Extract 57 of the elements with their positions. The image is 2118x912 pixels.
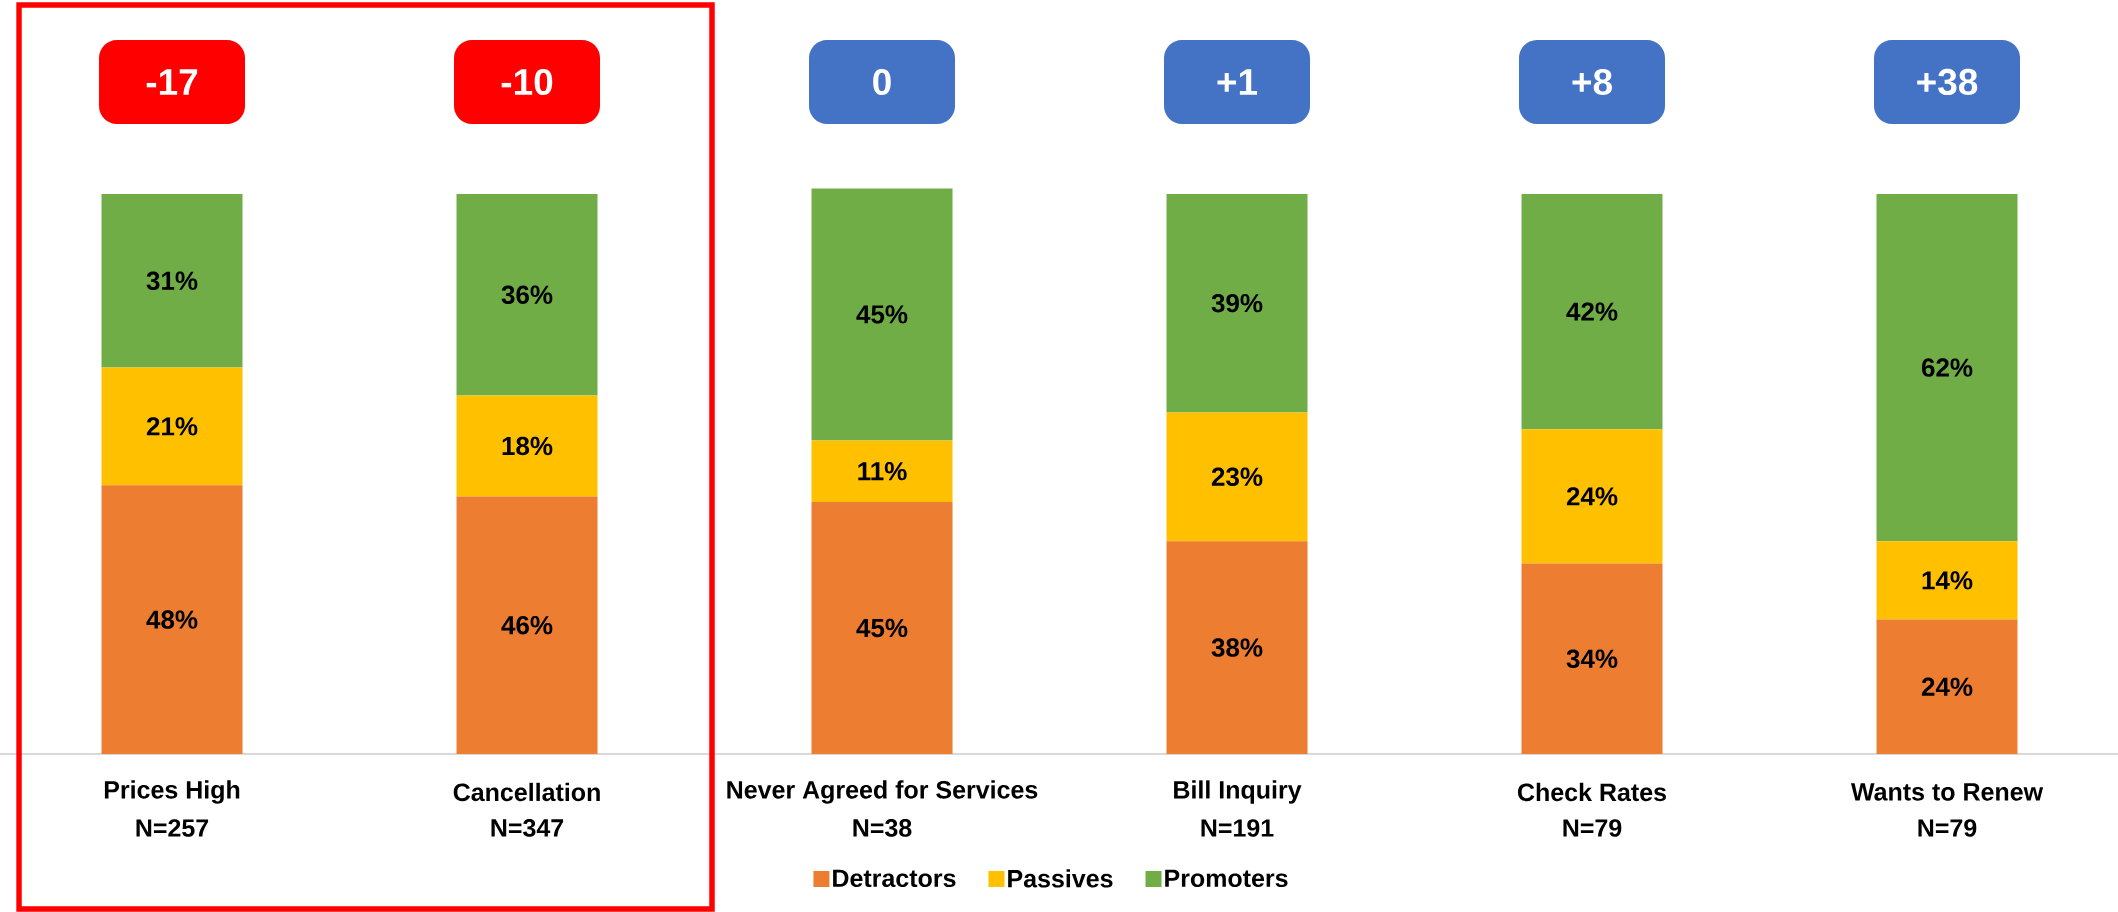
bar — [1521, 429, 1663, 564]
bar — [1521, 193, 1663, 430]
bar — [811, 440, 953, 502]
bar — [811, 501, 953, 754]
text: -17 — [146, 69, 198, 95]
bar — [1166, 541, 1308, 754]
bar — [456, 496, 598, 754]
bar — [1876, 619, 2018, 754]
bar — [1521, 563, 1663, 754]
text: N=191 — [1201, 819, 1274, 837]
data-label: 14% — [1922, 571, 1973, 590]
data-label: 23% — [1211, 467, 1263, 487]
legend-label: Passives — [1008, 869, 1113, 888]
data-label: 18% — [502, 436, 553, 456]
bar — [456, 193, 598, 396]
x-tick-label: Bill Inquiry — [1174, 780, 1302, 804]
data-label: 24% — [1921, 677, 1973, 696]
text: +8 — [1572, 68, 1612, 96]
bar — [101, 367, 243, 486]
text: N=79 — [1563, 819, 1622, 837]
data-label: 36% — [501, 285, 553, 305]
legend-label: Promoters — [1165, 869, 1288, 888]
data-label: 21% — [146, 417, 198, 436]
data-label: 62% — [1921, 358, 1973, 377]
data-label: 42% — [1566, 302, 1618, 321]
text: N=38 — [853, 819, 912, 837]
text: +38 — [1917, 68, 1978, 96]
bar — [811, 188, 953, 441]
data-label: 38% — [1211, 638, 1263, 657]
bar — [456, 395, 598, 497]
x-tick-label: Check Rates — [1518, 782, 1666, 802]
bar — [101, 485, 243, 754]
text: 0 — [873, 68, 891, 96]
bar — [101, 193, 243, 368]
legend-label: Detractors — [833, 869, 956, 888]
x-tick-label: Never Agreed for Services — [727, 780, 1038, 804]
data-label: 45% — [856, 618, 908, 638]
text: -10 — [501, 68, 553, 96]
data-label: 34% — [1566, 649, 1618, 669]
data-label: 48% — [146, 610, 198, 629]
data-label: 11% — [858, 462, 907, 481]
text: N=257 — [136, 819, 209, 837]
text: +1 — [1217, 69, 1258, 95]
data-label: 24% — [1566, 487, 1618, 506]
text: N=347 — [491, 819, 564, 837]
x-tick-label: Wants to Renew — [1850, 783, 2044, 801]
data-label: 31% — [146, 271, 198, 291]
bar — [1876, 541, 2018, 620]
data-label: 39% — [1211, 293, 1263, 313]
x-tick-label: Cancellation — [453, 782, 600, 802]
text: N=79 — [1918, 819, 1977, 837]
data-label: 45% — [856, 305, 908, 324]
x-tick-label: Prices High — [104, 780, 240, 804]
bar — [1876, 193, 2018, 542]
bar — [1166, 193, 1308, 413]
bar — [1166, 412, 1308, 542]
data-label: 46% — [501, 615, 553, 635]
